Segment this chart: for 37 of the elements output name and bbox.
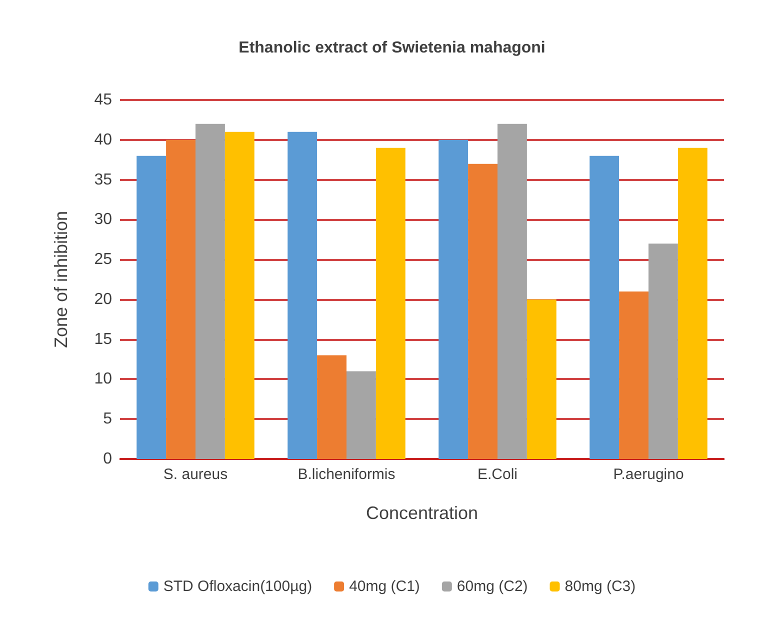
x-tick-label: P.aerugino xyxy=(613,466,684,483)
bar xyxy=(619,291,648,459)
legend-label: 40mg (C1) xyxy=(349,578,420,595)
bar xyxy=(468,164,498,459)
bar xyxy=(376,148,406,459)
bar xyxy=(136,156,166,459)
y-tick-label: 20 xyxy=(94,290,112,308)
y-tick-label: 40 xyxy=(94,131,112,148)
y-tick-label: 15 xyxy=(94,330,112,348)
bar xyxy=(288,132,318,459)
legend-label: 80mg (C3) xyxy=(564,578,636,595)
chart-title: Ethanolic extract of Swietenia mahagoni xyxy=(238,40,546,56)
y-tick-label: 10 xyxy=(94,370,112,388)
x-tick-label: S. aureus xyxy=(163,466,228,483)
bar xyxy=(166,140,196,459)
y-tick-label: 25 xyxy=(94,251,112,268)
y-tick-label: 5 xyxy=(103,410,112,428)
bar xyxy=(224,132,254,459)
legend-label: STD Ofloxacin(100µg) xyxy=(163,578,312,595)
bar xyxy=(346,371,376,459)
x-tick-label: B.licheniformis xyxy=(298,466,396,483)
y-tick-label: 45 xyxy=(94,92,112,108)
y-tick-label: 30 xyxy=(94,211,112,228)
bar xyxy=(678,148,708,459)
bar xyxy=(317,355,346,459)
x-axis-title: Concentration xyxy=(366,503,478,523)
bar xyxy=(438,140,468,459)
y-axis-title: Zone of inhibition xyxy=(51,210,71,348)
x-tick-label: E.Coli xyxy=(477,466,518,483)
bar xyxy=(526,299,556,459)
legend-label: 60mg (C2) xyxy=(456,578,528,595)
bar xyxy=(590,156,620,459)
y-tick-label: 0 xyxy=(103,450,112,468)
bar xyxy=(498,124,527,459)
bar xyxy=(648,244,678,459)
bar xyxy=(196,124,225,459)
y-tick-label: 35 xyxy=(94,171,112,188)
